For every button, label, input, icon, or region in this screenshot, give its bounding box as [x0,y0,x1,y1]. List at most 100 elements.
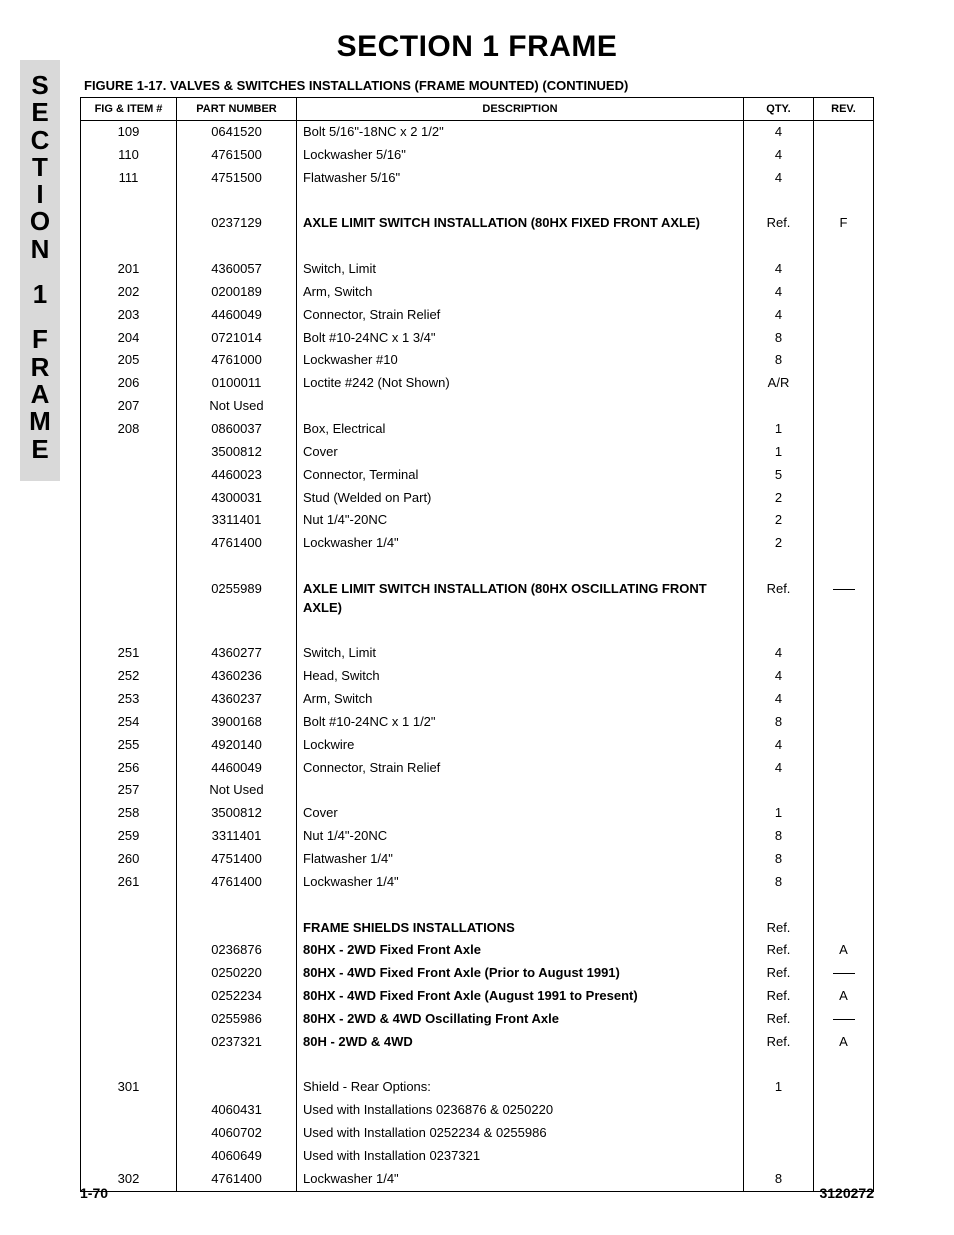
cell-qty: Ref. [744,1031,814,1054]
cell-part: 3500812 [177,441,297,464]
cell-part [177,917,297,940]
rev-dash-icon [833,1019,855,1020]
cell-desc: Bolt #10-24NC x 1 3/4" [297,327,744,350]
cell-qty: Ref. [744,578,814,620]
cell-part: 0250220 [177,962,297,985]
cell-desc: Bolt #10-24NC x 1 1/2" [297,711,744,734]
cell-desc: Connector, Strain Relief [297,304,744,327]
cell-desc: Box, Electrical [297,418,744,441]
cell-rev [814,327,874,350]
cell-part: 4360237 [177,688,297,711]
table-row: 2060100011Loctite #242 (Not Shown)A/R [81,372,874,395]
cell-qty [744,779,814,802]
table-row: FRAME SHIELDS INSTALLATIONSRef. [81,917,874,940]
cell-rev [814,441,874,464]
table-row: 025598680HX - 2WD & 4WD Oscillating Fron… [81,1008,874,1031]
table-row: 4460023Connector, Terminal5 [81,464,874,487]
cell-rev [814,258,874,281]
cell-desc [297,779,744,802]
col-header-rev: REV. [814,98,874,121]
table-row: 2080860037Box, Electrical1 [81,418,874,441]
cell-qty [744,395,814,418]
cell-qty: Ref. [744,917,814,940]
cell-fig: 208 [81,418,177,441]
table-row [81,1054,874,1077]
cell-desc [297,395,744,418]
table-row: 2514360277Switch, Limit4 [81,642,874,665]
table-row: 2054761000Lockwasher #108 [81,349,874,372]
cell-part: 4460023 [177,464,297,487]
cell-part: 4761400 [177,871,297,894]
cell-rev [814,734,874,757]
cell-rev [814,281,874,304]
cell-qty: 8 [744,848,814,871]
cell-part: 4360277 [177,642,297,665]
cell-desc: Used with Installations 0236876 & 025022… [297,1099,744,1122]
cell-desc: Switch, Limit [297,642,744,665]
section-title: SECTION 1 FRAME [80,30,874,64]
cell-fig: 109 [81,121,177,144]
table-row: 023687680HX - 2WD Fixed Front AxleRef.A [81,939,874,962]
cell-fig [81,464,177,487]
cell-part: 4060431 [177,1099,297,1122]
page: SECTION1FRAME SECTION 1 FRAME FIGURE 1-1… [0,0,954,1235]
cell-fig: 202 [81,281,177,304]
cell-qty: 4 [744,757,814,780]
cell-fig [81,487,177,510]
cell-part: 4300031 [177,487,297,510]
cell-rev [814,144,874,167]
cell-desc: Arm, Switch [297,688,744,711]
cell-fig [81,578,177,620]
cell-qty: A/R [744,372,814,395]
cell-fig [81,917,177,940]
cell-part: 0237129 [177,212,297,235]
cell-desc: Nut 1/4"-20NC [297,509,744,532]
cell-rev [814,121,874,144]
cell-rev [814,578,874,620]
parts-table: FIG & ITEM # PART NUMBER DESCRIPTION QTY… [80,97,874,1192]
cell-rev [814,871,874,894]
cell-rev [814,1099,874,1122]
table-row: 0237129AXLE LIMIT SWITCH INSTALLATION (8… [81,212,874,235]
cell-fig [81,1099,177,1122]
cell-rev [814,1145,874,1168]
cell-rev [814,917,874,940]
cell-rev [814,395,874,418]
cell-fig: 111 [81,167,177,190]
cell-qty: 8 [744,711,814,734]
cell-fig: 253 [81,688,177,711]
cell-rev [814,711,874,734]
cell-fig: 259 [81,825,177,848]
cell-rev [814,1122,874,1145]
cell-qty: Ref. [744,1008,814,1031]
cell-qty: Ref. [744,939,814,962]
cell-fig: 256 [81,757,177,780]
cell-fig: 110 [81,144,177,167]
cell-part: 0236876 [177,939,297,962]
cell-qty: 4 [744,642,814,665]
cell-rev [814,802,874,825]
cell-fig: 205 [81,349,177,372]
cell-fig [81,212,177,235]
cell-qty: 1 [744,802,814,825]
cell-fig [81,532,177,555]
cell-rev [814,642,874,665]
table-row: 2604751400Flatwasher 1/4"8 [81,848,874,871]
cell-qty: 4 [744,258,814,281]
table-row: 2543900168Bolt #10-24NC x 1 1/2"8 [81,711,874,734]
cell-desc: Lockwasher 5/16" [297,144,744,167]
cell-rev [814,464,874,487]
cell-desc: Lockwire [297,734,744,757]
cell-qty: 1 [744,441,814,464]
table-row: 1090641520Bolt 5/16"-18NC x 2 1/2"4 [81,121,874,144]
cell-desc: AXLE LIMIT SWITCH INSTALLATION (80HX OSC… [297,578,744,620]
cell-fig [81,441,177,464]
table-row: 0255989AXLE LIMIT SWITCH INSTALLATION (8… [81,578,874,620]
cell-desc: Connector, Strain Relief [297,757,744,780]
cell-desc: Lockwasher 1/4" [297,532,744,555]
cell-desc: Arm, Switch [297,281,744,304]
cell-desc: Switch, Limit [297,258,744,281]
table-row: 207Not Used [81,395,874,418]
cell-fig: 260 [81,848,177,871]
cell-part: 0721014 [177,327,297,350]
